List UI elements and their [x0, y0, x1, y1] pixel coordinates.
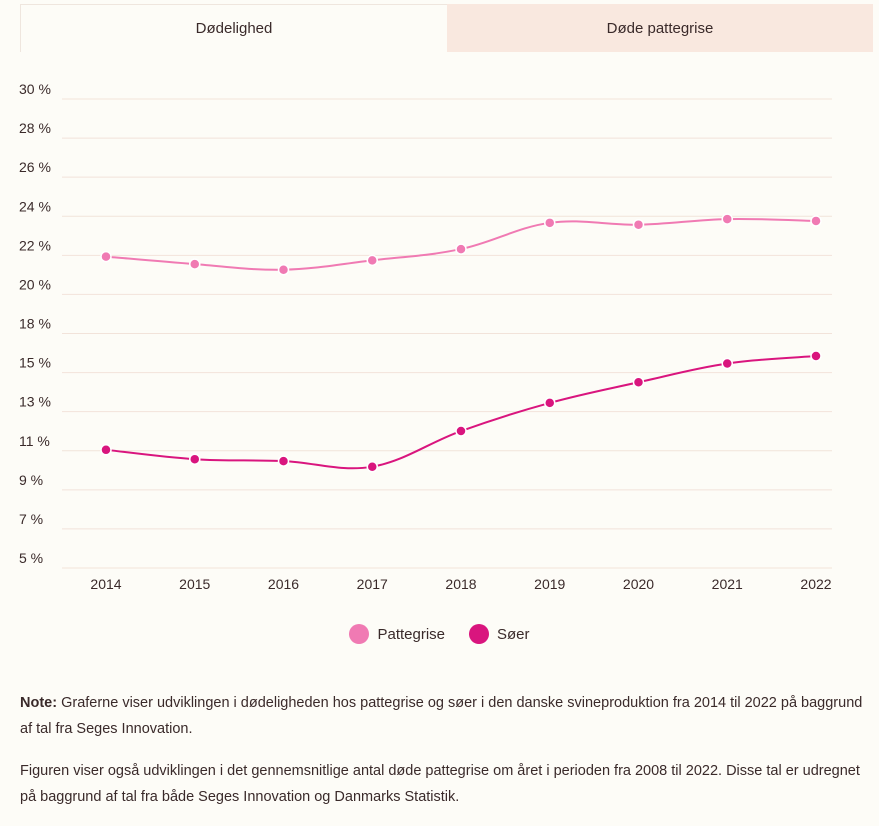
note-label: Note: [20, 695, 58, 711]
y-tick-label: 30 % [19, 81, 51, 97]
legend-label-pattegrise: Pattegrise [377, 625, 446, 643]
data-point-pattegrise [544, 217, 556, 229]
tab-dodelighed[interactable]: Dødelighed [20, 4, 447, 52]
data-point-soer [277, 455, 290, 467]
x-tick-label: 2016 [268, 576, 299, 592]
x-tick-label: 2020 [623, 576, 654, 592]
note-text: Graferne viser udviklingen i dødelighede… [20, 695, 863, 737]
data-point-pattegrise [810, 215, 822, 227]
data-point-soer [189, 453, 201, 465]
chart-legend: Pattegrise Søer [0, 624, 879, 644]
y-tick-label: 24 % [19, 198, 51, 214]
figure-description: Figuren viser også udviklingen i det gen… [20, 763, 860, 805]
data-point-soer [366, 460, 378, 473]
legend-marker-soer [469, 624, 490, 644]
y-tick-label: 11 % [19, 433, 50, 449]
y-tick-label: 18 % [19, 316, 51, 332]
x-tick-label: 2014 [90, 576, 121, 592]
legend-marker-pattegrise [349, 624, 370, 644]
legend-item-soer[interactable]: Søer [469, 624, 530, 644]
x-tick-label: 2018 [445, 576, 476, 592]
data-point-pattegrise [455, 243, 467, 255]
data-point-soer [455, 425, 467, 437]
data-point-soer [721, 357, 733, 370]
y-tick-label: 13 % [19, 394, 51, 410]
y-tick-label: 5 % [19, 550, 43, 566]
data-point-soer [100, 444, 112, 456]
x-tick-label: 2017 [357, 576, 388, 592]
data-point-pattegrise [366, 254, 378, 267]
y-tick-label: 7 % [19, 511, 43, 527]
tab-bar: Dødelighed Døde pattegrise [20, 4, 873, 52]
y-tick-label: 9 % [19, 472, 43, 488]
data-point-soer [544, 397, 556, 409]
y-tick-label: 22 % [19, 237, 51, 253]
line-chart: 30 % 28 % 26 % 24 % 22 % 20 % 18 % 15 % 13 % 11 %… [19, 81, 832, 592]
y-tick-label: 15 % [19, 355, 51, 371]
y-tick-label: 20 % [19, 276, 51, 292]
legend-label-soer: Søer [497, 625, 530, 643]
chart-notes: Note: Graferne viser udviklingen i dødel… [20, 690, 865, 826]
data-point-pattegrise [100, 250, 112, 263]
y-tick-label: 28 % [19, 120, 51, 136]
data-point-soer [632, 376, 645, 389]
x-tick-label: 2019 [534, 576, 565, 592]
legend-item-pattegrise[interactable]: Pattegrise [349, 624, 445, 644]
x-tick-label: 2021 [712, 576, 743, 592]
x-tick-label: 2022 [800, 576, 831, 592]
data-point-pattegrise [721, 213, 733, 225]
data-point-soer [810, 350, 822, 362]
tab-dode-pattegrise[interactable]: Døde pattegrise [447, 4, 873, 52]
data-point-pattegrise [189, 258, 201, 270]
data-point-pattegrise [632, 218, 645, 231]
note-paragraph: Note: Graferne viser udviklingen i dødel… [20, 690, 865, 742]
y-tick-label: 26 % [19, 159, 51, 175]
data-point-pattegrise [277, 263, 290, 276]
x-tick-label: 2015 [179, 576, 210, 592]
